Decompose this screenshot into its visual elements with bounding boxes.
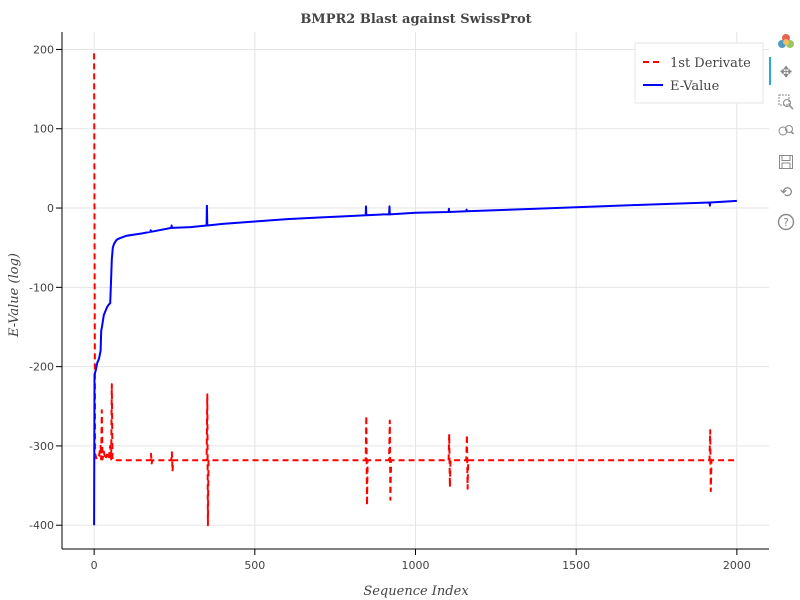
- series-line-1st-derivate: [93, 53, 737, 527]
- x-tick-label: 1000: [402, 559, 430, 572]
- y-tick-label: -300: [29, 440, 54, 453]
- y-tick-label: 200: [33, 43, 54, 56]
- box-zoom-icon[interactable]: [776, 92, 796, 112]
- reset-icon[interactable]: ⟲: [779, 183, 793, 201]
- x-tick-label: 500: [244, 559, 265, 572]
- axes: 0 500 1000 1500 2000 -400 -300 -200 -100 0 100 200: [29, 32, 769, 572]
- bokeh-logo-icon[interactable]: [776, 32, 796, 52]
- y-tick-label: -400: [29, 519, 54, 532]
- y-tick-label: -200: [29, 361, 54, 374]
- plot-area[interactable]: [93, 53, 737, 527]
- wheel-zoom-icon[interactable]: [776, 122, 796, 142]
- x-tick-label: 0: [91, 559, 98, 572]
- legend-box: [634, 42, 764, 104]
- help-icon[interactable]: ?: [776, 212, 796, 232]
- chart-title: BMPR2 Blast against SwissProt: [300, 12, 531, 27]
- x-tick-label: 1500: [562, 559, 590, 572]
- y-tick-label: 0: [47, 202, 54, 215]
- svg-text:?: ?: [783, 216, 789, 229]
- y-tick-label: 100: [33, 123, 54, 136]
- save-icon[interactable]: [776, 152, 796, 172]
- x-axis-label: Sequence Index: [363, 584, 469, 599]
- series-line-e-value: [93, 199, 737, 526]
- legend-label-derivate: 1st Derivate: [670, 56, 751, 71]
- active-tool-indicator: [769, 57, 771, 85]
- y-tick-label: -100: [29, 281, 54, 294]
- legend-label-evalue: E-Value: [670, 79, 720, 94]
- grid: [62, 32, 769, 549]
- x-tick-label: 2000: [723, 559, 751, 572]
- legend: 1st Derivate E-Value: [634, 42, 764, 104]
- y-axis-label: E-Value (log): [7, 253, 22, 338]
- pan-icon[interactable]: ✥: [779, 63, 793, 81]
